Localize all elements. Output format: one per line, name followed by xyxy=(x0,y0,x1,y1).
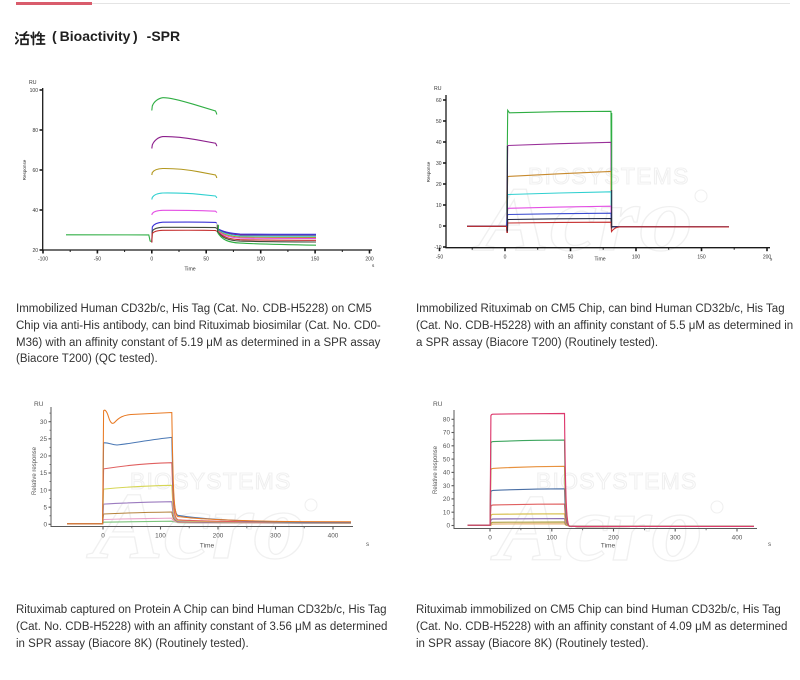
svg-text:400: 400 xyxy=(732,535,743,542)
svg-text:200: 200 xyxy=(608,535,619,542)
svg-text:-100: -100 xyxy=(38,257,48,263)
svg-text:-50: -50 xyxy=(436,255,443,261)
svg-text:s: s xyxy=(372,263,375,268)
svg-text:300: 300 xyxy=(270,533,281,540)
svg-text:150: 150 xyxy=(311,257,320,263)
svg-text:RU: RU xyxy=(433,401,443,408)
svg-text:Time: Time xyxy=(594,257,605,263)
svg-text:0: 0 xyxy=(43,522,47,529)
svg-text:50: 50 xyxy=(436,119,442,125)
svg-text:RU: RU xyxy=(434,86,442,92)
svg-text:s: s xyxy=(768,541,771,548)
svg-text:20: 20 xyxy=(32,248,38,254)
svg-text:BIOSYSTEMS: BIOSYSTEMS xyxy=(536,468,698,494)
svg-text:0: 0 xyxy=(439,224,442,230)
svg-text:150: 150 xyxy=(697,255,706,261)
svg-text:15: 15 xyxy=(40,470,48,477)
svg-text:200: 200 xyxy=(213,533,224,540)
svg-text:s: s xyxy=(770,257,773,262)
svg-text:20: 20 xyxy=(443,496,451,503)
svg-text:Relative response: Relative response xyxy=(433,445,439,494)
svg-text:25: 25 xyxy=(40,436,48,443)
svg-text:50: 50 xyxy=(443,456,451,463)
svg-text:80: 80 xyxy=(443,417,451,424)
svg-text:RU: RU xyxy=(34,401,44,408)
svg-text:200: 200 xyxy=(365,257,374,263)
svg-text:5: 5 xyxy=(43,504,47,511)
svg-text:Response: Response xyxy=(22,159,27,180)
svg-text:50: 50 xyxy=(203,257,209,263)
svg-text:Time: Time xyxy=(200,543,215,550)
svg-text:10: 10 xyxy=(436,203,442,209)
svg-text:0: 0 xyxy=(446,523,450,530)
svg-text:0: 0 xyxy=(150,257,153,263)
svg-text:BIOSYSTEMS: BIOSYSTEMS xyxy=(528,163,690,189)
svg-text:0: 0 xyxy=(488,535,492,542)
svg-text:60: 60 xyxy=(436,98,442,104)
svg-text:RU: RU xyxy=(29,80,37,86)
svg-text:100: 100 xyxy=(155,533,166,540)
svg-text:40: 40 xyxy=(443,470,451,477)
svg-text:50: 50 xyxy=(568,255,574,261)
svg-text:300: 300 xyxy=(670,535,681,542)
svg-text:10: 10 xyxy=(40,487,48,494)
svg-text:0: 0 xyxy=(504,255,507,261)
svg-text:BIOSYSTEMS: BIOSYSTEMS xyxy=(130,468,292,494)
svg-text:100: 100 xyxy=(632,255,641,261)
svg-text:30: 30 xyxy=(40,419,48,426)
svg-text:Time: Time xyxy=(184,267,195,273)
svg-text:Relative response: Relative response xyxy=(32,446,38,495)
svg-text:-50: -50 xyxy=(94,257,101,263)
svg-text:30: 30 xyxy=(443,483,451,490)
svg-text:100: 100 xyxy=(257,257,266,263)
svg-text:Time: Time xyxy=(601,543,616,550)
svg-text:20: 20 xyxy=(436,182,442,188)
svg-text:-10: -10 xyxy=(434,245,441,251)
svg-text:80: 80 xyxy=(32,128,38,134)
svg-text:100: 100 xyxy=(546,535,557,542)
svg-text:Response: Response xyxy=(426,161,431,182)
svg-text:s: s xyxy=(366,541,369,548)
svg-text:60: 60 xyxy=(32,168,38,174)
svg-text:10: 10 xyxy=(443,509,451,516)
svg-text:20: 20 xyxy=(40,453,48,460)
svg-text:400: 400 xyxy=(328,533,339,540)
svg-text:100: 100 xyxy=(30,88,39,94)
svg-text:40: 40 xyxy=(436,140,442,146)
svg-text:60: 60 xyxy=(443,443,451,450)
svg-text:0: 0 xyxy=(101,533,105,540)
svg-text:40: 40 xyxy=(32,208,38,214)
svg-text:200: 200 xyxy=(763,255,772,261)
svg-text:30: 30 xyxy=(436,161,442,167)
svg-text:70: 70 xyxy=(443,430,451,437)
